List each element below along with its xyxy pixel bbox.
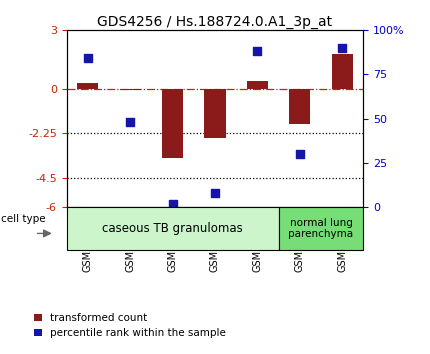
Bar — [162, 89, 183, 158]
Point — [127, 119, 134, 125]
Text: caseous TB granulomas: caseous TB granulomas — [102, 222, 243, 235]
Bar — [120, 89, 141, 90]
Bar — [332, 54, 353, 89]
Title: GDS4256 / Hs.188724.0.A1_3p_at: GDS4256 / Hs.188724.0.A1_3p_at — [98, 15, 332, 29]
Text: cell type: cell type — [1, 214, 46, 224]
Point — [254, 48, 261, 54]
Text: normal lung
parenchyma: normal lung parenchyma — [289, 217, 353, 239]
Point — [84, 56, 91, 61]
Point — [169, 201, 176, 206]
Point — [339, 45, 346, 51]
Bar — [77, 83, 98, 89]
Point — [296, 151, 303, 157]
Bar — [67, 207, 279, 250]
Point — [212, 190, 218, 196]
Bar — [204, 89, 226, 138]
Bar — [289, 89, 310, 125]
Bar — [279, 207, 363, 250]
Bar — [247, 81, 268, 89]
Legend: transformed count, percentile rank within the sample: transformed count, percentile rank withi… — [34, 313, 226, 338]
